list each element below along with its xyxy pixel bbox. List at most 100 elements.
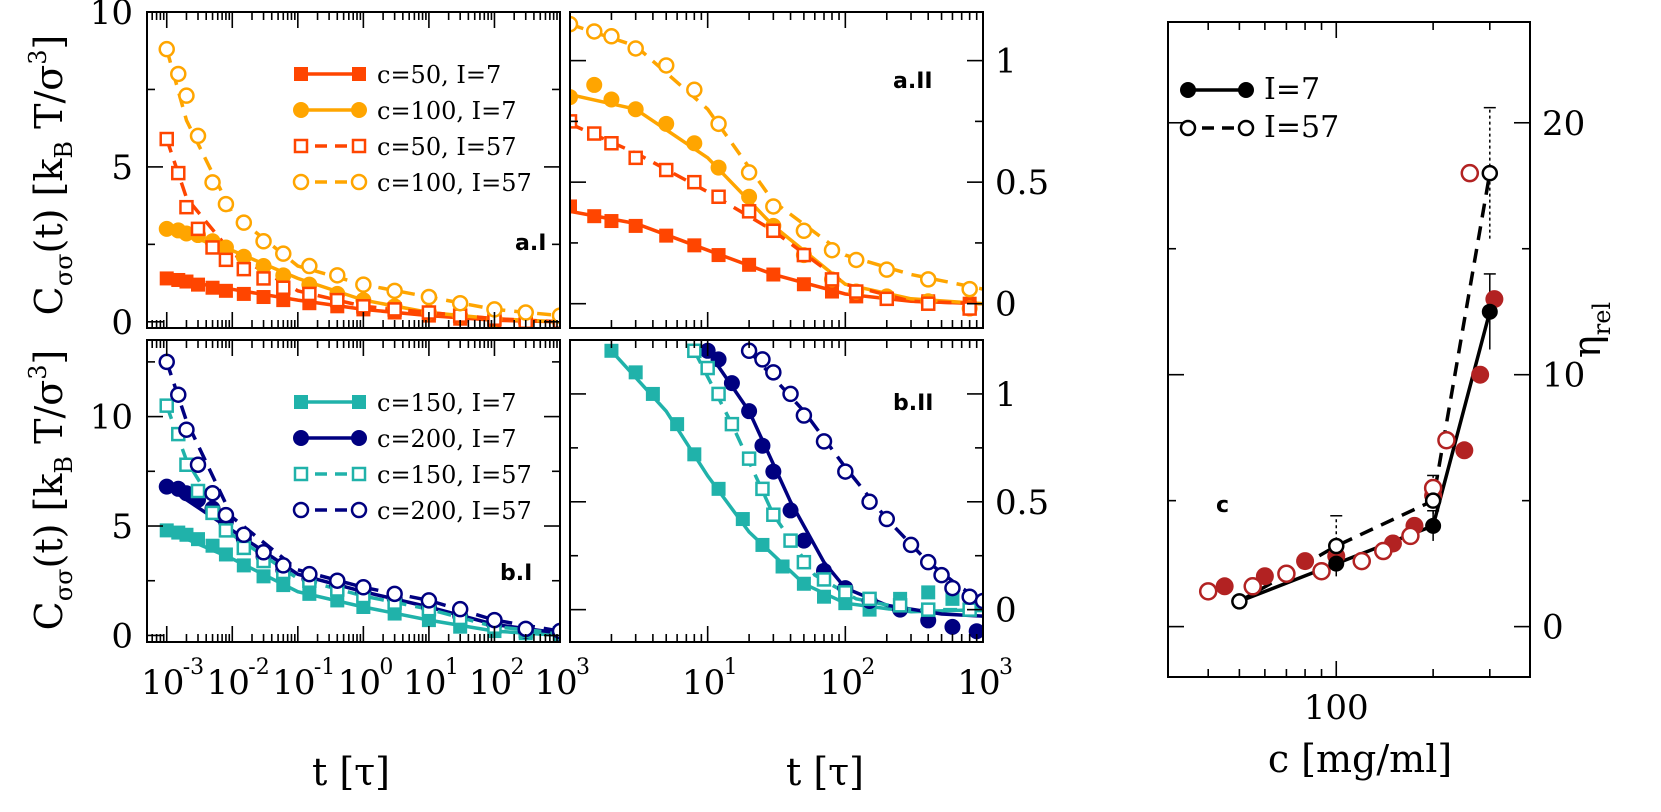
- data-point: [1328, 555, 1345, 572]
- data-point: [205, 280, 220, 295]
- x-tick-exponent: -3: [183, 655, 204, 680]
- markers-c-150-I-57: [687, 343, 977, 617]
- data-point: [658, 115, 675, 132]
- data-point: [179, 274, 194, 289]
- data-point: [293, 466, 309, 482]
- y-tick-label: 10: [90, 0, 133, 33]
- panel-frame: [1167, 21, 1531, 678]
- y-tick-label: 10: [1542, 356, 1585, 396]
- data-point: [255, 258, 272, 275]
- x-tick-label: 100: [1304, 688, 1369, 728]
- data-point: [604, 214, 619, 229]
- data-point: [255, 233, 272, 250]
- data-point: [1437, 430, 1456, 450]
- data-point: [451, 600, 469, 618]
- data-point: [551, 307, 560, 324]
- data-point: [765, 198, 782, 215]
- data-point: [302, 586, 317, 601]
- data-point: [420, 288, 438, 306]
- data-point: [862, 591, 877, 607]
- legend-entry: c=200, I=7: [293, 425, 516, 453]
- panel-label: a.II: [893, 69, 933, 94]
- y-tick-label: 0: [995, 285, 1017, 325]
- data-point: [754, 437, 771, 454]
- y-tick-label: 0: [995, 591, 1017, 631]
- x-tick-label: 10: [141, 663, 184, 703]
- data-point: [585, 23, 603, 40]
- panel-frame: [569, 339, 984, 643]
- data-point: [421, 613, 436, 628]
- data-point: [1198, 582, 1218, 601]
- data-point: [961, 588, 978, 605]
- data-point: [659, 228, 674, 243]
- y-tick-label: 1: [995, 42, 1017, 82]
- data-point: [170, 386, 187, 403]
- data-point: [351, 466, 367, 482]
- data-point: [218, 523, 234, 538]
- data-point: [236, 286, 251, 301]
- data-point: [968, 623, 983, 640]
- data-point: [276, 280, 291, 295]
- data-point: [961, 280, 978, 298]
- plot-area: [570, 15, 983, 317]
- x-tick-label: 10: [338, 663, 381, 703]
- data-point: [587, 209, 602, 224]
- data-point: [217, 506, 235, 524]
- data-point: [658, 162, 674, 178]
- data-point: [1481, 164, 1499, 182]
- data-point: [1481, 303, 1498, 320]
- data-point: [301, 565, 318, 583]
- data-point: [628, 150, 643, 166]
- data-point: [920, 296, 936, 311]
- data-point: [902, 536, 920, 554]
- data-point: [420, 592, 438, 609]
- data-point: [350, 173, 368, 191]
- data-point: [657, 57, 675, 74]
- y-tick-label: 0.5: [995, 483, 1049, 523]
- data-point: [796, 277, 811, 292]
- y-tick-label: 1: [995, 375, 1017, 415]
- data-point: [796, 554, 812, 570]
- data-point: [159, 523, 174, 538]
- data-point: [735, 512, 750, 527]
- data-point: [351, 430, 367, 446]
- x-tick-label: 10: [207, 663, 250, 703]
- data-point: [217, 195, 235, 213]
- data-point: [645, 386, 660, 401]
- legend-entry: c=150, I=57: [293, 461, 532, 489]
- legend-label: c=50, I=7: [377, 61, 501, 89]
- data-point: [1237, 119, 1255, 137]
- data-point: [861, 493, 878, 511]
- y-tick-label: 5: [111, 507, 133, 547]
- data-point: [1312, 561, 1331, 581]
- data-point: [218, 252, 234, 268]
- data-point: [204, 174, 221, 191]
- legend-label: c=150, I=7: [377, 389, 516, 417]
- data-point: [944, 579, 961, 597]
- legend-entry: I=57: [1179, 110, 1339, 145]
- legend-entry: c=150, I=7: [294, 389, 516, 417]
- x-tick-label: 10: [682, 663, 725, 703]
- data-point: [766, 223, 781, 239]
- x-tick-label: 10: [957, 663, 1000, 703]
- data-point: [275, 267, 292, 284]
- data-point: [256, 271, 271, 286]
- x-tick-exponent: 2: [861, 655, 875, 680]
- data-point: [824, 272, 840, 287]
- data-point: [920, 602, 936, 617]
- data-point: [189, 456, 207, 473]
- data-point: [723, 375, 740, 392]
- data-point: [1180, 82, 1196, 98]
- markers-c-100-I-57: [570, 15, 978, 298]
- markers-c-50-I-57: [570, 114, 977, 316]
- legend-entry: c=200, I=57: [292, 497, 532, 525]
- panel-a-II: 0 0.5 1 a.II: [569, 11, 1049, 329]
- data-point: [352, 395, 366, 409]
- data-point: [848, 284, 864, 299]
- data-point: [766, 267, 781, 282]
- data-point: [838, 585, 853, 600]
- data-point: [711, 248, 726, 263]
- data-point: [711, 386, 726, 402]
